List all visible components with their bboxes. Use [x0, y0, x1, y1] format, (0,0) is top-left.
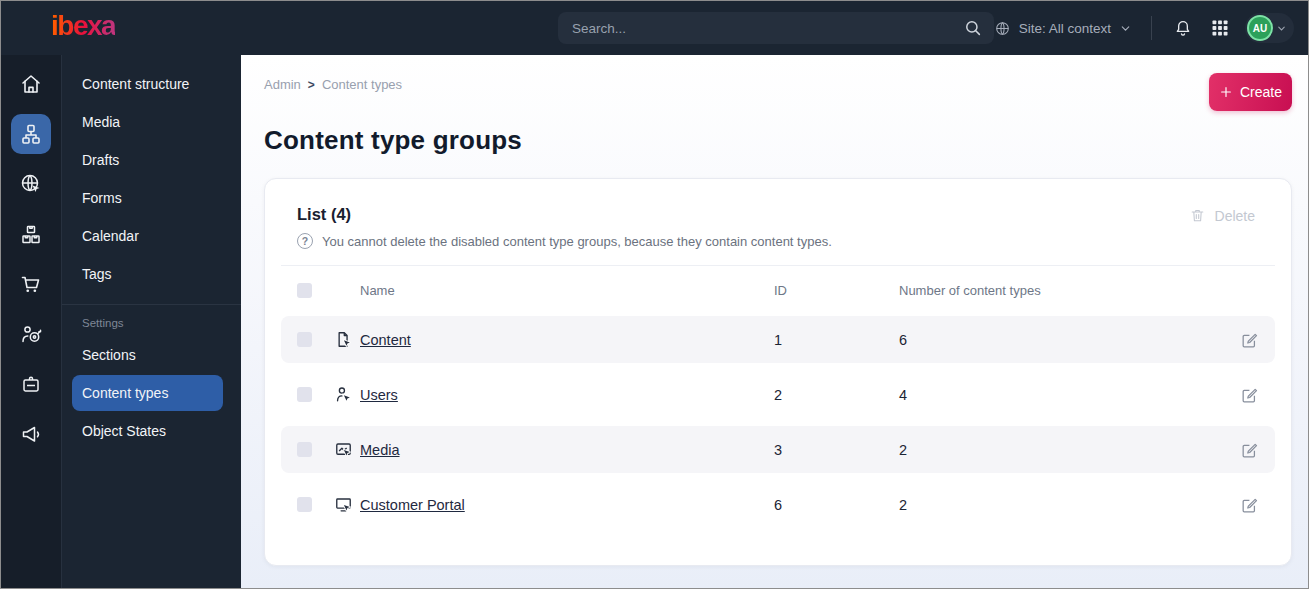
customer-portal-monitor-icon	[334, 495, 353, 514]
table-row: Customer Portal 6 2	[281, 481, 1275, 528]
select-all-checkbox[interactable]	[297, 283, 312, 298]
search-icon[interactable]	[964, 19, 982, 37]
plus-icon	[1219, 85, 1233, 99]
help-icon: ?	[297, 233, 313, 249]
row-checkbox[interactable]	[297, 497, 312, 512]
group-id: 1	[774, 332, 899, 348]
site-context-selector[interactable]: Site: All context	[994, 20, 1132, 37]
avatar: AU	[1247, 15, 1273, 41]
chevron-down-icon	[1276, 23, 1287, 34]
main-content: Admin > Content types Create Content typ…	[241, 55, 1308, 588]
table-row: Content 1 6	[281, 316, 1275, 363]
row-checkbox[interactable]	[297, 387, 312, 402]
global-search	[558, 12, 994, 44]
chevron-down-icon	[1119, 22, 1132, 35]
topbar-right-cluster: Site: All context AU	[994, 13, 1294, 43]
content-type-groups-table: Name ID Number of content types Content	[281, 265, 1275, 528]
ibexa-logo[interactable]: ibexa	[51, 12, 115, 44]
media-image-icon	[334, 440, 353, 459]
edit-icon	[1239, 495, 1259, 515]
group-link-users[interactable]: Users	[360, 387, 774, 403]
group-count: 2	[899, 442, 1229, 458]
announcements-icon[interactable]	[11, 414, 51, 454]
table-row: Media 3 2	[281, 426, 1275, 473]
table-row: Users 2 4	[281, 371, 1275, 418]
edit-icon	[1239, 440, 1259, 460]
sidebar-divider	[62, 304, 241, 305]
info-text: You cannot delete the disabled content t…	[322, 234, 832, 249]
breadcrumb-admin[interactable]: Admin	[264, 77, 301, 92]
breadcrumb-separator: >	[308, 78, 315, 92]
admin-icon[interactable]	[11, 364, 51, 404]
edit-icon	[1239, 330, 1259, 350]
site-context-label: Site: All context	[1019, 21, 1111, 36]
bell-icon	[1173, 18, 1193, 38]
dashboard-icon[interactable]	[11, 64, 51, 104]
sidebar-menu: Content structure Media Drafts Forms Cal…	[61, 55, 241, 588]
group-id: 2	[774, 387, 899, 403]
sidebar-item-content-structure[interactable]: Content structure	[62, 65, 241, 103]
list-count-title: List (4)	[297, 205, 1259, 224]
column-header-id: ID	[774, 283, 899, 298]
content-type-groups-card: List (4) ? You cannot delete the disable…	[264, 178, 1292, 566]
breadcrumb-current: Content types	[322, 77, 402, 92]
group-link-content[interactable]: Content	[360, 332, 774, 348]
app-grid-icon	[1210, 18, 1230, 38]
group-link-media[interactable]: Media	[360, 442, 774, 458]
sidebar-item-drafts[interactable]: Drafts	[62, 141, 241, 179]
sidebar-item-sections[interactable]: Sections	[62, 336, 241, 374]
sidebar-item-forms[interactable]: Forms	[62, 179, 241, 217]
breadcrumb: Admin > Content types	[264, 73, 402, 92]
delete-button[interactable]: Delete	[1189, 207, 1255, 224]
commerce-icon[interactable]	[11, 264, 51, 304]
edit-button[interactable]	[1239, 440, 1259, 460]
site-icon[interactable]	[11, 164, 51, 204]
users-icon	[334, 385, 353, 404]
globe-icon	[994, 20, 1011, 37]
trash-icon	[1189, 207, 1206, 224]
table-header-row: Name ID Number of content types	[281, 272, 1275, 308]
row-checkbox[interactable]	[297, 442, 312, 457]
group-count: 2	[899, 497, 1229, 513]
topbar-divider	[1151, 16, 1152, 40]
sidebar-item-content-types[interactable]: Content types	[72, 375, 223, 411]
column-header-name: Name	[360, 283, 774, 298]
content-structure-icon[interactable]	[11, 114, 51, 154]
sidebar-item-calendar[interactable]: Calendar	[62, 217, 241, 255]
column-header-count: Number of content types	[899, 283, 1229, 298]
sidebar-item-media[interactable]: Media	[62, 103, 241, 141]
content-file-icon	[334, 330, 353, 349]
search-input[interactable]	[558, 12, 994, 44]
group-count: 4	[899, 387, 1229, 403]
page-title: Content type groups	[264, 125, 1292, 156]
row-checkbox[interactable]	[297, 332, 312, 347]
group-link-customer-portal[interactable]: Customer Portal	[360, 497, 774, 513]
sidebar-item-object-states[interactable]: Object States	[62, 412, 241, 450]
product-catalog-icon[interactable]	[11, 214, 51, 254]
top-bar: ibexa Site: All context	[1, 1, 1308, 55]
edit-button[interactable]	[1239, 330, 1259, 350]
group-id: 3	[774, 442, 899, 458]
sidebar-section-settings: Settings	[62, 307, 241, 336]
group-id: 6	[774, 497, 899, 513]
icon-rail	[1, 55, 61, 588]
edit-icon	[1239, 385, 1259, 405]
create-button[interactable]: Create	[1209, 73, 1292, 111]
sidebar-item-tags[interactable]: Tags	[62, 255, 241, 293]
notifications-button[interactable]	[1171, 16, 1195, 40]
app-window: ibexa Site: All context	[0, 0, 1309, 589]
edit-button[interactable]	[1239, 385, 1259, 405]
group-count: 6	[899, 332, 1229, 348]
edit-button[interactable]	[1239, 495, 1259, 515]
personalization-icon[interactable]	[11, 314, 51, 354]
app-switcher-button[interactable]	[1208, 16, 1232, 40]
user-menu[interactable]: AU	[1245, 13, 1294, 43]
